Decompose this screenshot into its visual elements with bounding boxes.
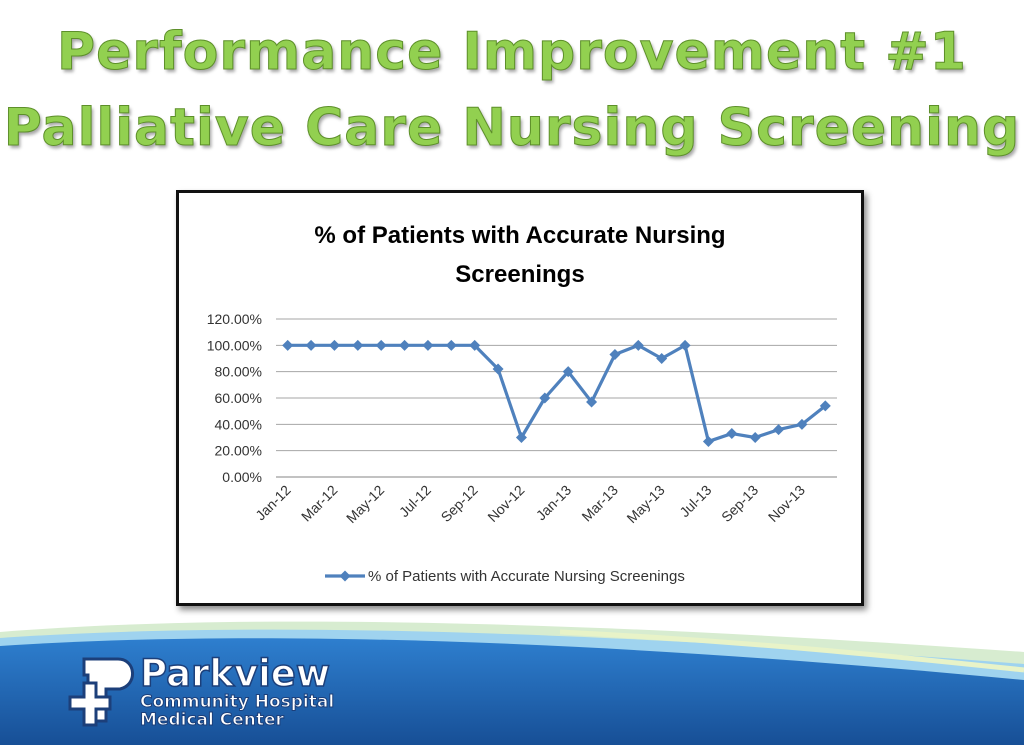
y-tick-label: 40.00% (215, 416, 262, 432)
data-point (796, 418, 808, 430)
y-tick-label: 100.00% (207, 337, 262, 353)
y-tick-label: 20.00% (215, 443, 262, 459)
x-tick-label: Mar-12 (298, 482, 341, 525)
series-line (287, 343, 827, 444)
parkview-logo-mark (68, 657, 134, 727)
data-point (562, 366, 574, 378)
data-point (679, 339, 691, 351)
legend-marker (339, 570, 351, 582)
x-tick-label: Jul-12 (396, 482, 434, 520)
data-point (492, 363, 504, 375)
x-tick-label: Jul-13 (676, 482, 714, 520)
data-point (609, 349, 621, 361)
x-tick-label: Mar-13 (578, 482, 621, 525)
logo-subtitle-1: Community Hospital (139, 692, 335, 713)
y-tick-label: 80.00% (215, 364, 262, 380)
data-point (469, 339, 481, 351)
data-point (726, 428, 738, 440)
data-point (749, 432, 761, 443)
data-point (539, 392, 551, 404)
x-tick-label: Nov-13 (765, 482, 808, 525)
chart-frame: % of Patients with Accurate Nursing Scre… (176, 190, 864, 606)
slide-title-line-2: Palliative Care Nursing Screening (3, 98, 1021, 159)
data-point (586, 396, 598, 408)
data-point (632, 339, 644, 351)
logo-subtitle-2: Medical Center (140, 710, 285, 731)
slide-title-line-1: Performance Improvement #1 (57, 22, 967, 83)
data-point (445, 339, 457, 351)
x-tick-label: Nov-12 (484, 482, 527, 525)
data-point (702, 435, 714, 447)
x-tick-label: May-12 (343, 482, 387, 526)
legend-label: % of Patients with Accurate Nursing Scre… (368, 568, 685, 585)
data-point (305, 339, 317, 351)
chart-title-line-2: Screenings (455, 261, 584, 288)
data-point (328, 339, 340, 351)
data-point (773, 424, 785, 436)
x-tick-label: Sep-12 (438, 482, 481, 525)
data-point (515, 432, 527, 443)
x-tick-label: Jan-13 (533, 482, 575, 524)
x-tick-label: Sep-13 (718, 482, 761, 525)
footer-swoosh (0, 621, 1024, 745)
y-tick-label: 0.00% (222, 469, 262, 485)
data-point (375, 339, 387, 351)
data-point (352, 339, 364, 351)
x-tick-label: May-13 (623, 482, 667, 526)
data-point (399, 339, 411, 351)
data-point (282, 339, 294, 351)
logo-name: Parkview (139, 651, 331, 696)
data-point (422, 339, 434, 351)
x-tick-label: Jan-12 (252, 482, 294, 524)
chart-title-line-1: % of Patients with Accurate Nursing (314, 222, 725, 249)
data-point (656, 353, 668, 364)
y-tick-label: 120.00% (207, 311, 262, 327)
y-tick-label: 60.00% (215, 390, 262, 406)
data-point (819, 400, 831, 412)
line-chart: % of Patients with Accurate Nursing Scre… (207, 222, 837, 585)
